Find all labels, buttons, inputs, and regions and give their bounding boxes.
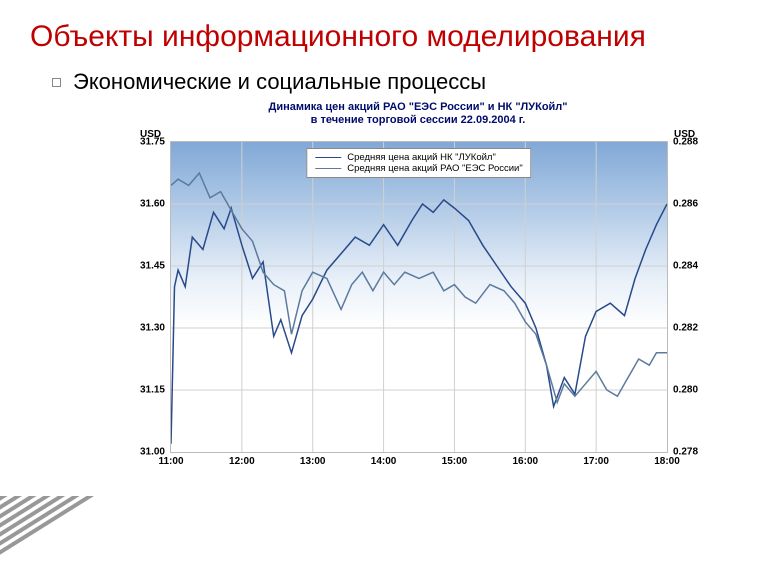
y-tick-left: 31.00	[140, 446, 165, 457]
grid	[171, 142, 667, 452]
x-tick: 11:00	[158, 456, 183, 467]
x-tick: 13:00	[300, 456, 326, 467]
y-tick-left: 31.45	[140, 260, 165, 271]
x-tick: 16:00	[512, 456, 538, 467]
y-tick-right: 0.288	[673, 136, 698, 147]
corner-decoration	[0, 496, 160, 576]
y-tick-left: 31.15	[140, 384, 165, 395]
legend-label: Средняя цена акций НК "ЛУКойл"	[347, 152, 496, 163]
plot-area: Средняя цена акций НК "ЛУКойл" Средняя ц…	[170, 141, 668, 453]
y-tick-right: 0.278	[673, 446, 698, 457]
plot-svg	[171, 142, 667, 452]
slide: Объекты информационного моделирования Эк…	[0, 0, 768, 576]
y-tick-left: 31.60	[140, 198, 165, 209]
x-tick: 17:00	[583, 456, 609, 467]
slide-title: Объекты информационного моделирования	[30, 20, 738, 55]
legend-item-lukoil: Средняя цена акций НК "ЛУКойл"	[315, 152, 522, 163]
bullet-item: Экономические и социальные процессы	[52, 69, 738, 95]
chart-title-line2: в течение торговой сессии 22.09.2004 г.	[311, 114, 526, 126]
legend-swatch-icon	[315, 168, 341, 169]
x-tick: 14:00	[371, 456, 397, 467]
x-tick: 15:00	[442, 456, 468, 467]
y-tick-left: 31.75	[140, 136, 165, 147]
bullet-icon	[52, 78, 61, 87]
legend-swatch-icon	[315, 157, 341, 158]
y-tick-right: 0.280	[673, 384, 698, 395]
legend-label: Средняя цена акций РАО "ЕЭС России"	[347, 163, 522, 174]
y-tick-right: 0.286	[673, 198, 698, 209]
legend-item-ees: Средняя цена акций РАО "ЕЭС России"	[315, 163, 522, 174]
x-tick: 18:00	[654, 456, 680, 467]
chart: Динамика цен акций РАО "ЕЭС России" и НК…	[118, 101, 718, 491]
y-tick-right: 0.282	[673, 322, 698, 333]
chart-title-line1: Динамика цен акций РАО "ЕЭС России" и НК…	[268, 101, 567, 113]
bullet-text: Экономические и социальные процессы	[73, 69, 486, 95]
series-lukoil	[171, 199, 667, 443]
legend: Средняя цена акций НК "ЛУКойл" Средняя ц…	[306, 148, 531, 178]
y-tick-right: 0.284	[673, 260, 698, 271]
chart-title: Динамика цен акций РАО "ЕЭС России" и НК…	[118, 101, 718, 127]
y-tick-left: 31.30	[140, 322, 165, 333]
series-ees	[171, 173, 667, 402]
x-tick: 12:00	[229, 456, 255, 467]
